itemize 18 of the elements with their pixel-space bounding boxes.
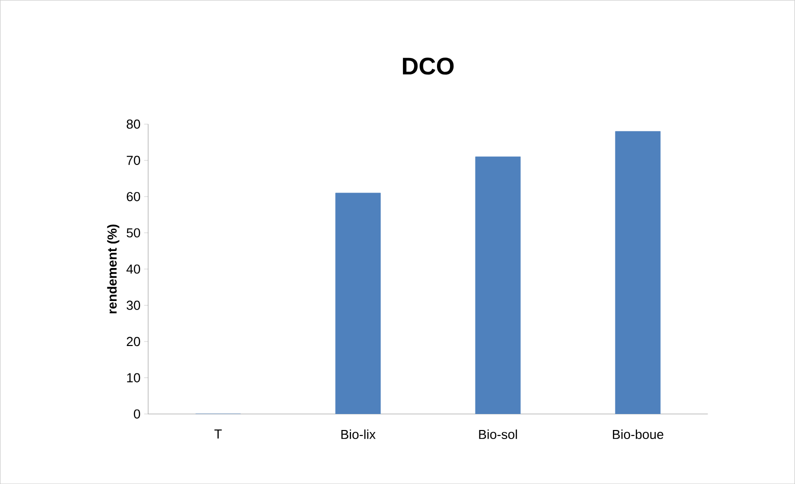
x-tick-label: Bio-lix: [341, 429, 376, 439]
y-tick-label: 0: [134, 409, 140, 419]
x-tick-label: Bio-boue: [612, 429, 664, 439]
y-tick-label: 70: [126, 156, 140, 165]
bar: [615, 131, 661, 414]
y-tick-label: 60: [126, 192, 140, 202]
y-tick-label: 80: [126, 119, 140, 129]
x-tick-label: Bio-sol: [479, 429, 517, 439]
y-tick-label: 10: [127, 373, 140, 382]
bar: [475, 156, 521, 414]
y-tick-label: 20: [126, 336, 140, 346]
y-tick-label: 30: [126, 300, 140, 310]
y-tick-label: 50: [126, 228, 140, 238]
bar: [335, 192, 381, 414]
y-axis-title: rendement (%): [107, 224, 120, 314]
y-tick-label: 40: [126, 264, 140, 274]
x-tick-label: T: [214, 429, 222, 438]
chart-title: DCO: [402, 58, 454, 75]
